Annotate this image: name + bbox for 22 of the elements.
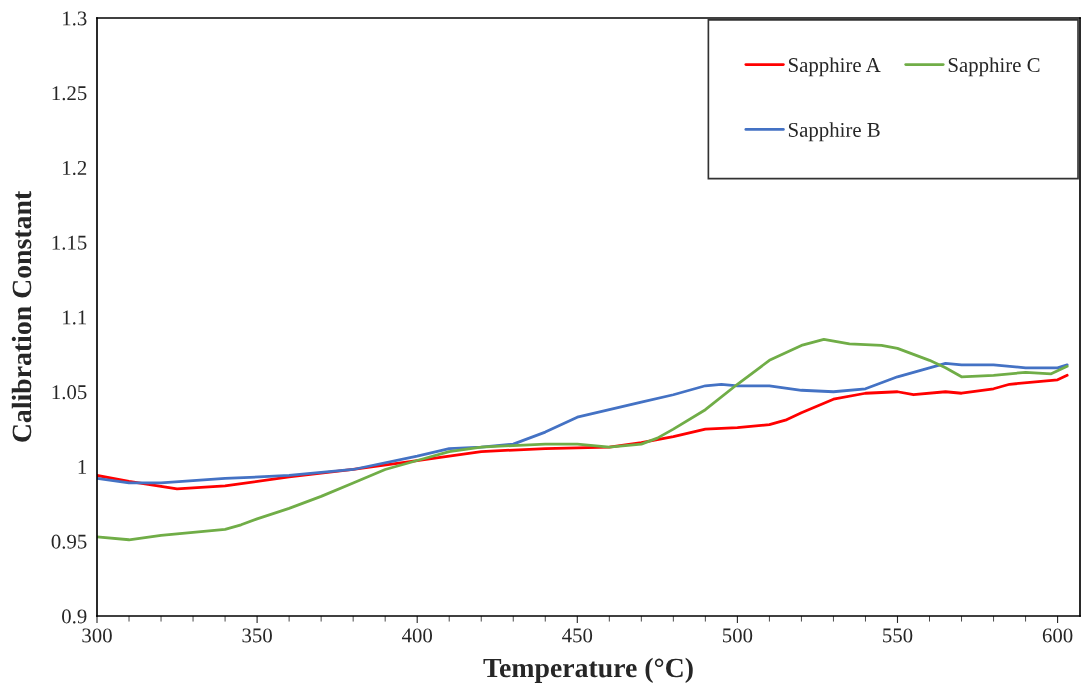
y-tick-label: 0.9: [62, 609, 87, 624]
x-tick-label: 500: [722, 628, 753, 643]
x-tick-label: 600: [1042, 628, 1073, 643]
x-tick-label: 550: [883, 628, 913, 643]
x-tick-label: 400: [401, 628, 433, 643]
line-series: [97, 338, 1069, 542]
y-tick-label: 1: [78, 459, 87, 474]
y-tick-label: 1.1: [63, 310, 87, 325]
y-tick-label: 1.15: [52, 235, 87, 250]
legend-label: Sapphire B: [788, 122, 880, 142]
y-axis-title: Calibration Constant: [11, 190, 32, 442]
y-tick-label: 1.05: [52, 385, 87, 400]
x-tick-label: 450: [562, 628, 593, 643]
legend-label: Sapphire C: [948, 57, 1040, 77]
x-tick-label: 350: [242, 628, 272, 643]
y-tick-label: 1.25: [52, 86, 87, 101]
legend-label: Sapphire A: [788, 57, 881, 77]
y-tick-label: 1.3: [63, 11, 87, 26]
y-tick-label: 1.2: [63, 160, 87, 176]
x-tick-label: 300: [82, 628, 112, 643]
x-axis-title: Temperature (°C): [483, 657, 693, 683]
y-tick-label: 0.95: [51, 534, 87, 549]
